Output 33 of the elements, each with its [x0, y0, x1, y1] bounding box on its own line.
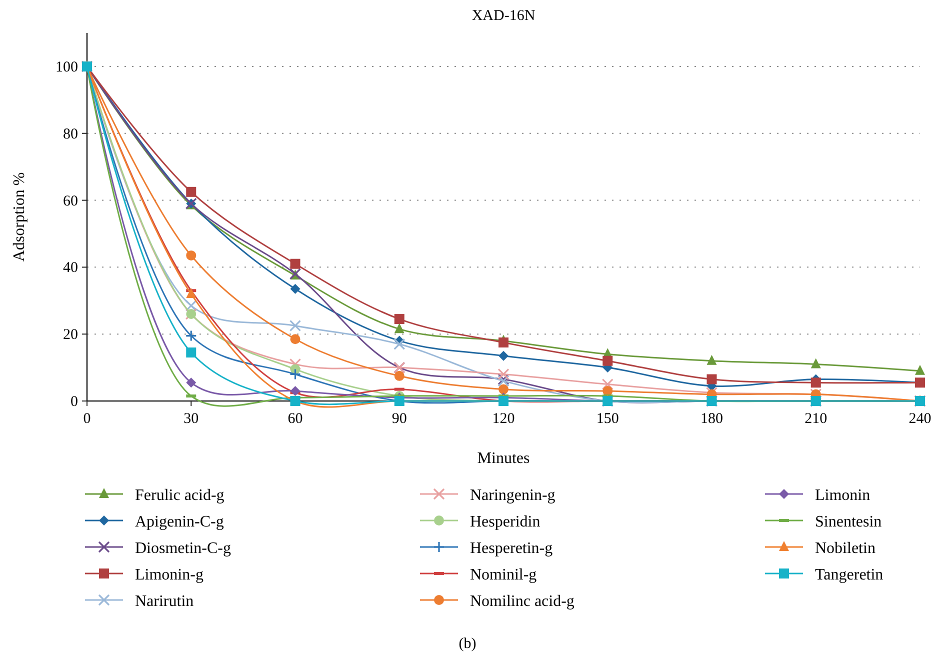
legend-label: Naringenin-g — [470, 487, 556, 504]
legend-label: Hesperetin-g — [470, 540, 553, 557]
legend-label: Tangeretin — [815, 566, 884, 584]
x-tick-label: 90 — [392, 411, 407, 427]
legend-label: Narirutin — [135, 593, 194, 610]
x-axis-title: Minutes — [477, 450, 530, 467]
y-tick-label: 80 — [63, 126, 78, 142]
x-tick-label: 30 — [184, 411, 199, 427]
x-tick-label: 150 — [596, 411, 619, 427]
text: (b) — [458, 636, 476, 652]
x-tick-label: 210 — [804, 411, 828, 427]
x-tick-label: 120 — [492, 411, 515, 427]
legend-label: Sinentesin — [815, 514, 882, 530]
legend-label: Nominil-g — [470, 566, 537, 584]
legend-label: Hesperidin — [470, 514, 540, 530]
x-tick-label: 180 — [700, 411, 723, 427]
x-tick-label: 60 — [288, 411, 303, 427]
legend-label: Limonin — [815, 487, 870, 504]
legend-label: Nomilinc acid-g — [470, 593, 574, 610]
y-tick-label: 60 — [63, 193, 78, 210]
y-tick-label: 40 — [63, 260, 78, 276]
legend-label: Apigenin-C-g — [135, 514, 224, 530]
y-axis-title: Adsorption % — [11, 172, 28, 262]
legend-label: Nobiletin — [815, 540, 876, 557]
legend-label: Ferulic acid-g — [135, 487, 224, 504]
y-tick-label: 20 — [63, 327, 78, 344]
legend-label: Limonin-g — [135, 566, 204, 584]
y-tick-label: 0 — [70, 394, 78, 410]
y-tick-label: 100 — [56, 59, 78, 76]
chart-title: XAD-16N — [472, 8, 536, 24]
x-tick-label: 240 — [908, 411, 932, 427]
legend-label: Diosmetin-C-g — [135, 540, 231, 557]
x-tick-label: 0 — [83, 411, 91, 427]
